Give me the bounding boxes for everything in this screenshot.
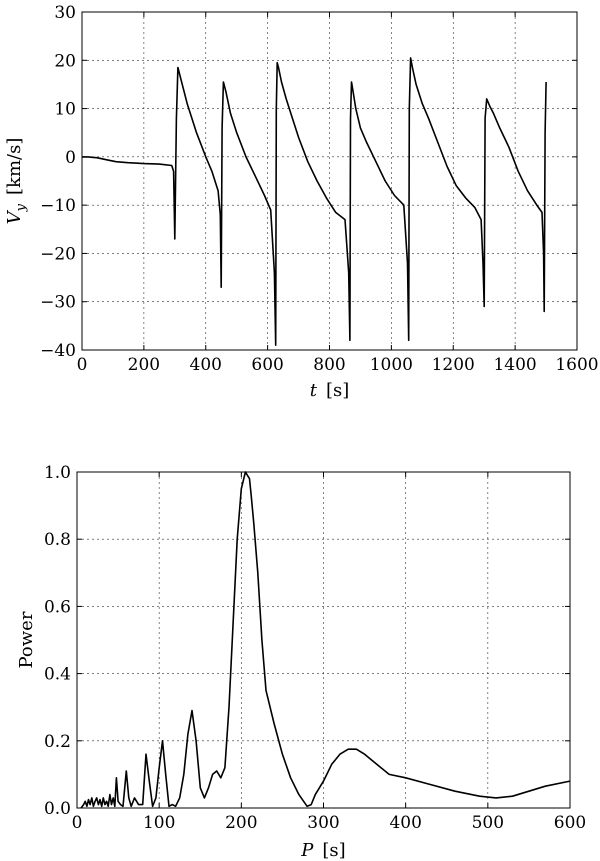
series-line xyxy=(80,471,571,809)
x-tick-label: 800 xyxy=(313,355,345,375)
x-tick-label: 200 xyxy=(128,355,160,375)
y-tick-label: 0 xyxy=(65,148,76,168)
power-chart: 0 100 200 300 400 500 600 0.0 0.2 0.4 0.6 0.8 1.0 P [… xyxy=(16,463,586,861)
x-tick-label: 400 xyxy=(389,813,421,833)
y-tick-label: 10 xyxy=(54,100,76,120)
x-tick-label: 600 xyxy=(251,355,283,375)
y-tick-label: 0.2 xyxy=(44,732,71,752)
y-tick-label: −20 xyxy=(40,244,76,264)
x-tick-label: 1200 xyxy=(432,355,475,375)
y-tick-label: 0.6 xyxy=(44,597,71,617)
y-tick-label: −40 xyxy=(40,341,76,361)
x-tick-label: 0 xyxy=(77,355,88,375)
y-tick-label: 0.4 xyxy=(44,665,71,685)
y-tick-label: 1.0 xyxy=(44,463,71,483)
y-tick-label: 0.0 xyxy=(44,799,71,819)
y-tick-label: −30 xyxy=(40,293,76,313)
series-line xyxy=(82,57,547,346)
x-tick-label: 1600 xyxy=(555,355,598,375)
velocity-chart: 0 200 400 600 800 1000 1200 1400 1600−40−30−20−1… xyxy=(4,3,599,401)
y-tick-label: 20 xyxy=(54,51,76,71)
x-tick-label: 0 xyxy=(72,813,83,833)
x-tick-label: 500 xyxy=(472,813,504,833)
x-tick-label: 300 xyxy=(307,813,339,833)
x-tick-label: 200 xyxy=(225,813,257,833)
x-axis-label: t [s] xyxy=(310,380,350,401)
y-axis-label: Power xyxy=(16,611,37,668)
y-tick-label: −10 xyxy=(40,196,76,216)
x-axis-label: P [s] xyxy=(300,840,345,861)
y-axis-label: Vy [km/s] xyxy=(4,138,29,225)
x-tick-label: 400 xyxy=(190,355,222,375)
x-tick-label: 100 xyxy=(143,813,175,833)
x-tick-label: 600 xyxy=(554,813,586,833)
x-tick-label: 1400 xyxy=(493,355,536,375)
x-tick-label: 1000 xyxy=(370,355,413,375)
y-tick-label: 0.8 xyxy=(44,530,71,550)
y-tick-label: 30 xyxy=(54,3,76,23)
